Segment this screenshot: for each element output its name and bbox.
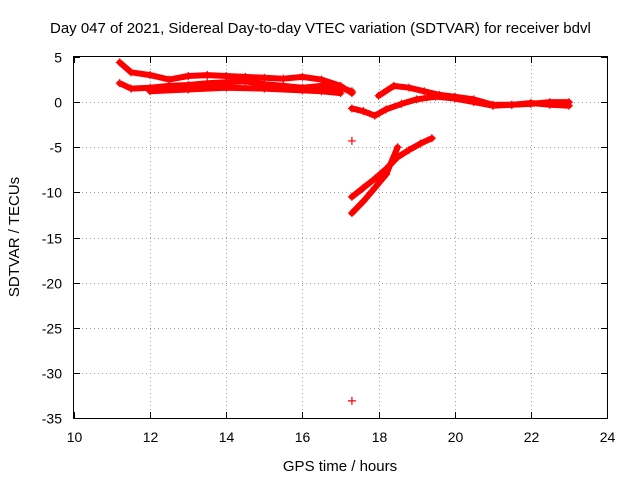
data-point [405, 83, 414, 92]
data-point [115, 58, 124, 67]
data-point [317, 87, 326, 96]
x-tick-label: 20 [448, 429, 464, 445]
plot-frame [73, 56, 608, 419]
data-point [526, 99, 535, 108]
x-axis-label: GPS time / hours [283, 458, 397, 475]
data-point [298, 72, 307, 81]
data-point [435, 90, 444, 99]
data-point [336, 89, 345, 98]
y-tick-label: -10 [42, 185, 62, 201]
data-point [427, 134, 436, 143]
data-point [347, 396, 356, 405]
data-point [359, 197, 368, 206]
data-point [359, 183, 368, 192]
data-point [347, 104, 356, 113]
data-point [347, 209, 356, 218]
data-point [374, 91, 383, 100]
data-point [347, 136, 356, 145]
series-outlier-2 [347, 396, 356, 405]
data-point [359, 107, 368, 116]
data-point [382, 105, 391, 114]
data-point [347, 87, 356, 96]
plot-area [115, 58, 573, 405]
data-point [115, 79, 124, 88]
x-tick-label: 24 [600, 429, 616, 445]
y-axis-label: SDTVAR / TECUs [6, 177, 23, 297]
data-point [184, 85, 193, 94]
data-point [393, 143, 402, 152]
data-point [420, 87, 429, 96]
x-tick-label: 16 [295, 429, 311, 445]
series-band [147, 84, 344, 97]
data-point [184, 71, 193, 80]
series-track-e [374, 81, 573, 110]
data-point [382, 170, 391, 179]
y-tick-label: -15 [42, 231, 62, 247]
data-point [564, 101, 573, 110]
data-point [370, 174, 379, 183]
y-tick-labels: 5 0 -5 -10 -15 -20 -25 -30 -35 [42, 50, 62, 427]
data-point [389, 81, 398, 90]
series-track-g [347, 143, 402, 218]
data-point [279, 74, 288, 83]
x-tick-label: 14 [219, 429, 235, 445]
grid-lines [74, 57, 607, 418]
x-tick-label: 22 [524, 429, 540, 445]
data-point [412, 95, 421, 104]
y-tick-label: -5 [50, 140, 63, 156]
data-point [146, 71, 155, 80]
series-track-c [146, 83, 345, 98]
data-point [241, 77, 250, 86]
y-tick-label: -25 [42, 321, 62, 337]
chart-title: Day 047 of 2021, Sidereal Day-to-day VTE… [50, 20, 591, 37]
y-tick-label: -35 [42, 411, 62, 427]
data-point [397, 99, 406, 108]
data-point [469, 95, 478, 104]
data-point [127, 84, 136, 93]
data-point [450, 92, 459, 101]
y-tick-label: -20 [42, 276, 62, 292]
y-tick-label: 0 [54, 95, 62, 111]
data-point [347, 192, 356, 201]
x-tick-labels: 10 12 14 16 18 20 22 24 [67, 429, 616, 445]
data-point [507, 100, 516, 109]
x-tick-label: 18 [372, 429, 388, 445]
x-tick-label: 12 [143, 429, 159, 445]
data-point [203, 71, 212, 80]
data-point [127, 68, 136, 77]
data-point [222, 83, 231, 92]
data-point [370, 111, 379, 120]
data-point [146, 87, 155, 96]
y-tick-label: 5 [54, 50, 62, 66]
data-point [370, 183, 379, 192]
data-point [405, 145, 414, 154]
data-point [416, 139, 425, 148]
data-point [298, 86, 307, 95]
series-outlier-1 [347, 136, 356, 145]
axis-ticks [74, 57, 608, 419]
data-point [260, 84, 269, 93]
data-point [488, 100, 497, 109]
y-tick-label: -30 [42, 366, 62, 382]
x-tick-label: 10 [67, 429, 83, 445]
data-point [545, 100, 554, 109]
